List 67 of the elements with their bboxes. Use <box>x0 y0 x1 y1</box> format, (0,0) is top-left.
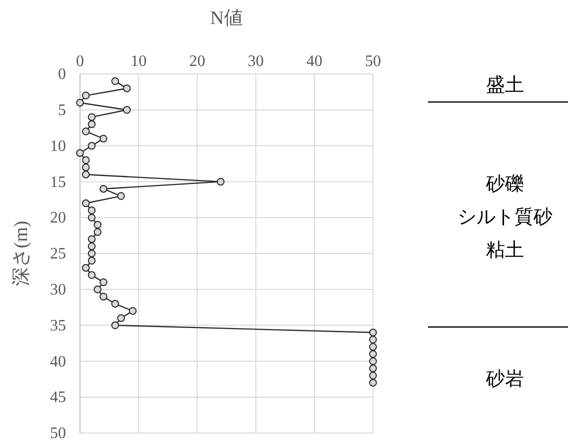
point <box>82 264 90 272</box>
x-tick-label: 40 <box>306 53 322 70</box>
point <box>369 372 377 380</box>
x-tick-label: 0 <box>76 53 84 70</box>
point <box>100 278 108 286</box>
x-tick-label: 20 <box>189 53 206 70</box>
point <box>111 321 120 330</box>
point <box>369 364 377 372</box>
point <box>88 206 96 214</box>
point <box>122 84 131 92</box>
point <box>82 163 90 172</box>
text: 砂岩 <box>485 369 524 390</box>
x-axis-title: N値 <box>210 8 243 29</box>
point <box>76 149 84 157</box>
y-tick-label: 35 <box>50 317 66 334</box>
point <box>76 98 84 107</box>
point <box>94 228 102 236</box>
point <box>100 134 108 142</box>
x-tick-label: 30 <box>248 53 264 70</box>
point <box>111 300 120 308</box>
point <box>82 156 90 164</box>
point <box>369 328 377 336</box>
point <box>117 192 125 200</box>
point <box>88 235 96 244</box>
y-tick-label: 0 <box>58 66 66 84</box>
y-tick-label: 50 <box>50 425 66 441</box>
point <box>369 378 377 387</box>
point <box>88 242 96 250</box>
y-tick-label: 15 <box>50 174 66 191</box>
point <box>88 271 96 279</box>
y-tick-label: 25 <box>50 246 66 263</box>
y-tick-label: 10 <box>50 138 66 155</box>
point <box>88 142 96 150</box>
y-axis-title: 深さ(m) <box>11 220 32 286</box>
x-tick-label: 50 <box>365 53 381 70</box>
point <box>88 250 96 258</box>
text: 砂礫 <box>485 174 524 195</box>
point <box>94 286 102 294</box>
point <box>216 178 225 186</box>
point <box>369 357 377 366</box>
point <box>369 336 377 344</box>
point <box>369 342 377 351</box>
text: 粘土 <box>486 240 524 261</box>
y-tick-label: 30 <box>50 282 66 299</box>
y-tick-label: 5 <box>58 102 66 120</box>
text: シルト質砂 <box>458 207 552 228</box>
point <box>88 113 96 121</box>
point <box>88 214 96 222</box>
point <box>82 128 90 136</box>
point <box>117 314 125 322</box>
point <box>88 256 96 265</box>
x-tick-label: 10 <box>130 53 147 70</box>
point <box>111 77 120 86</box>
y-tick-label: 45 <box>50 389 66 406</box>
point <box>128 307 137 315</box>
point <box>94 220 102 229</box>
point <box>100 185 108 193</box>
point <box>369 350 377 358</box>
point <box>82 92 90 100</box>
point <box>122 106 131 114</box>
y-tick-label: 40 <box>50 353 66 370</box>
text: 盛土 <box>486 75 524 96</box>
point <box>88 120 96 128</box>
point <box>82 199 90 208</box>
y-tick-label: 20 <box>50 210 66 227</box>
point <box>100 292 108 300</box>
point <box>82 170 90 178</box>
